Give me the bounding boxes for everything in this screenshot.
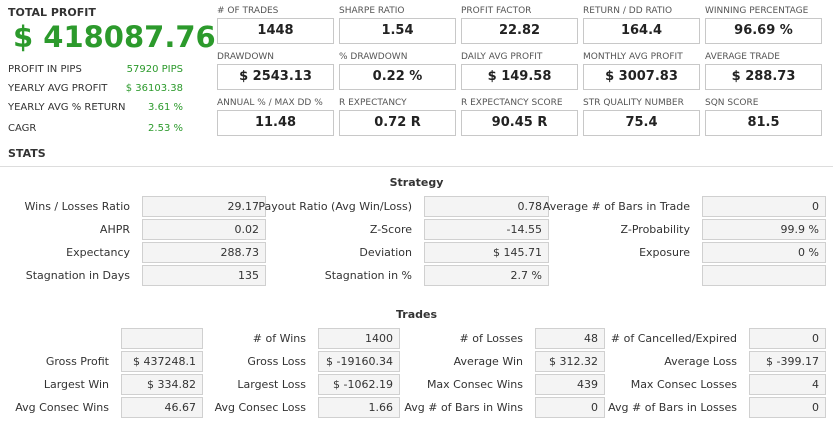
strategy-label: Wins / Losses Ratio: [24, 200, 130, 213]
trades-label: Avg Consec Wins: [15, 401, 109, 414]
divider: [0, 166, 833, 167]
strategy-title: Strategy: [389, 176, 444, 189]
trades-value: 0: [749, 328, 826, 349]
strategy-label: Deviation: [359, 246, 412, 259]
summary-value: $ 36103.38: [125, 83, 183, 94]
trades-label: Largest Loss: [237, 378, 306, 391]
strategy-value: 0.78: [424, 196, 549, 217]
metric-label: R EXPECTANCY SCORE: [461, 98, 563, 108]
trades-value: 0: [535, 397, 605, 418]
strategy-value: 0 %: [702, 242, 826, 263]
strategy-label: AHPR: [99, 223, 130, 236]
metric-value: 0.22 %: [339, 64, 456, 90]
metric-value: 11.48: [217, 110, 334, 136]
summary-value: 3.61 %: [148, 102, 183, 113]
strategy-value: 2.7 %: [424, 265, 549, 286]
strategy-label: Payout Ratio (Avg Win/Loss): [258, 200, 412, 213]
strategy-value: -14.55: [424, 219, 549, 240]
strategy-value: 288.73: [142, 242, 266, 263]
trades-label: Average Loss: [664, 355, 737, 368]
trades-label: # of Wins: [252, 332, 306, 345]
metric-value: 96.69 %: [705, 18, 822, 44]
metric-label: % DRAWDOWN: [339, 52, 408, 62]
metric-value: $ 2543.13: [217, 64, 334, 90]
strategy-label: Expectancy: [66, 246, 130, 259]
trades-label: Largest Win: [43, 378, 109, 391]
trades-value: $ -19160.34: [318, 351, 400, 372]
strategy-label: Average # of Bars in Trade: [542, 200, 690, 213]
metric-label: STR QUALITY NUMBER: [583, 98, 684, 108]
strategy-value: 0.02: [142, 219, 266, 240]
metric-label: SQN SCORE: [705, 98, 759, 108]
summary-label: PROFIT IN PIPS: [8, 64, 82, 75]
total-profit-value: $ 418087.76: [13, 20, 216, 54]
trades-value: 439: [535, 374, 605, 395]
metric-label: PROFIT FACTOR: [461, 6, 532, 16]
strategy-value: 99.9 %: [702, 219, 826, 240]
summary-value: 57920 PIPS: [126, 64, 183, 75]
trades-label: Avg Consec Loss: [214, 401, 306, 414]
metric-label: MONTHLY AVG PROFIT: [583, 52, 683, 62]
trades-label: Average Win: [453, 355, 523, 368]
metric-value: 75.4: [583, 110, 700, 136]
trades-value: $ -399.17: [749, 351, 826, 372]
trades-value: 46.67: [121, 397, 203, 418]
trades-label: # of Cancelled/Expired: [610, 332, 737, 345]
summary-label: YEARLY AVG % RETURN: [8, 102, 126, 113]
metric-value: 164.4: [583, 18, 700, 44]
metric-label: DAILY AVG PROFIT: [461, 52, 543, 62]
stats-heading: STATS: [8, 147, 46, 160]
trades-value: 48: [535, 328, 605, 349]
trades-value: $ -1062.19: [318, 374, 400, 395]
trades-label: Avg # of Bars in Wins: [404, 401, 523, 414]
metric-label: R EXPECTANCY: [339, 98, 407, 108]
metric-label: RETURN / DD RATIO: [583, 6, 673, 16]
strategy-value: [702, 265, 826, 286]
metric-value: 22.82: [461, 18, 578, 44]
strategy-value: $ 145.71: [424, 242, 549, 263]
strategy-label: Exposure: [639, 246, 690, 259]
trades-label: # of Losses: [459, 332, 523, 345]
metric-value: 81.5: [705, 110, 822, 136]
metric-value: 1.54: [339, 18, 456, 44]
trades-label: Avg # of Bars in Losses: [608, 401, 737, 414]
metric-label: SHARPE RATIO: [339, 6, 405, 16]
metric-value: 0.72 R: [339, 110, 456, 136]
strategy-label: Z-Probability: [620, 223, 690, 236]
trades-value: $ 334.82: [121, 374, 203, 395]
metric-label: # OF TRADES: [217, 6, 279, 16]
trades-value: $ 437248.1: [121, 351, 203, 372]
summary-label: YEARLY AVG PROFIT: [8, 83, 108, 94]
metric-value: 90.45 R: [461, 110, 578, 136]
strategy-label: Stagnation in Days: [25, 269, 130, 282]
strategy-label: Stagnation in %: [324, 269, 412, 282]
trades-value: 4: [749, 374, 826, 395]
trades-value: $ 312.32: [535, 351, 605, 372]
strategy-value: 135: [142, 265, 266, 286]
metric-value: 1448: [217, 18, 334, 44]
trades-value: 0: [749, 397, 826, 418]
metric-label: ANNUAL % / MAX DD %: [217, 98, 323, 108]
trades-label: Gross Loss: [247, 355, 306, 368]
trades-value: [121, 328, 203, 349]
trades-label: Max Consec Losses: [630, 378, 737, 391]
summary-label: CAGR: [8, 123, 37, 134]
strategy-value: 29.17: [142, 196, 266, 217]
metric-label: DRAWDOWN: [217, 52, 275, 62]
metric-label: AVERAGE TRADE: [705, 52, 780, 62]
metric-label: WINNING PERCENTAGE: [705, 6, 809, 16]
trades-label: Max Consec Wins: [426, 378, 523, 391]
strategy-label: Z-Score: [369, 223, 412, 236]
trades-label: Gross Profit: [45, 355, 109, 368]
total-profit-label: TOTAL PROFIT: [8, 6, 96, 19]
metric-value: $ 288.73: [705, 64, 822, 90]
strategy-value: 0: [702, 196, 826, 217]
trades-title: Trades: [395, 308, 438, 321]
trades-value: 1400: [318, 328, 400, 349]
trades-value: 1.66: [318, 397, 400, 418]
metric-value: $ 3007.83: [583, 64, 700, 90]
summary-value: 2.53 %: [148, 123, 183, 134]
metric-value: $ 149.58: [461, 64, 578, 90]
